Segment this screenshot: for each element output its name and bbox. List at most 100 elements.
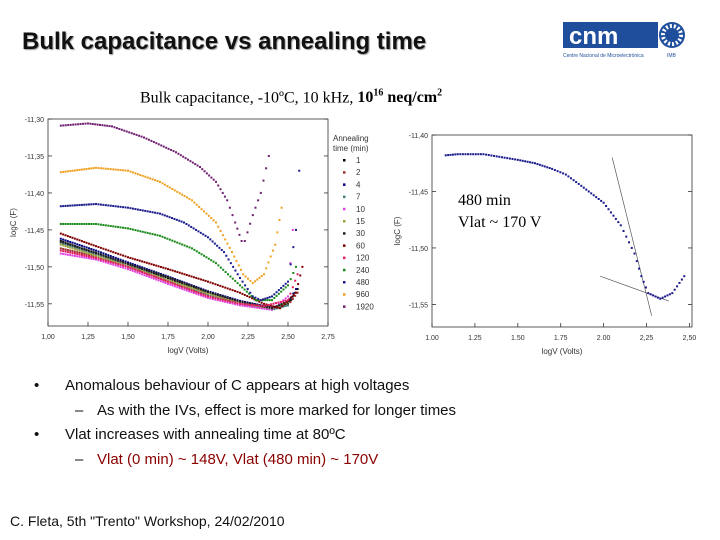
data-point <box>472 153 475 156</box>
data-point <box>162 274 165 277</box>
plot-frame <box>47 118 329 327</box>
data-point <box>64 239 67 242</box>
data-point <box>204 290 207 293</box>
data-point <box>176 284 179 287</box>
data-point <box>114 261 117 264</box>
data-point <box>490 154 493 157</box>
data-point <box>134 268 137 271</box>
data-point <box>87 167 90 170</box>
data-point <box>209 281 212 284</box>
data-point <box>107 256 110 259</box>
data-point <box>161 182 164 185</box>
data-point <box>83 256 86 259</box>
data-point <box>508 157 511 160</box>
data-point <box>474 153 477 156</box>
data-point <box>59 205 62 208</box>
data-point <box>243 293 246 296</box>
data-point <box>210 259 213 262</box>
data-point <box>155 278 158 281</box>
data-point <box>190 284 193 287</box>
data-point <box>85 203 88 206</box>
data-point <box>62 242 65 245</box>
data-point <box>83 240 86 243</box>
data-point <box>71 254 74 257</box>
data-point <box>159 278 162 281</box>
data-point <box>188 284 191 287</box>
data-point <box>162 266 165 269</box>
data-point <box>283 302 286 305</box>
data-point <box>271 249 274 252</box>
data-point <box>78 239 81 242</box>
data-point <box>231 299 234 302</box>
data-point <box>248 305 251 308</box>
data-point <box>180 220 183 223</box>
data-point <box>170 148 173 151</box>
data-point <box>263 273 265 276</box>
data-point <box>243 288 246 291</box>
data-point <box>71 222 74 225</box>
data-point <box>143 268 146 271</box>
data-point <box>148 272 151 275</box>
data-point <box>287 295 289 298</box>
data-point <box>255 299 257 302</box>
data-point <box>141 174 144 177</box>
data-point <box>169 281 172 284</box>
data-point <box>163 183 166 186</box>
data-point <box>243 303 246 306</box>
data-point <box>220 248 223 251</box>
data-point <box>297 283 300 286</box>
data-point <box>171 277 174 280</box>
data-point <box>279 300 282 303</box>
bullet-2: Vlat increases with annealing time at 80… <box>65 426 346 443</box>
data-point <box>66 253 69 256</box>
x-tick-label: 1,50 <box>121 334 135 341</box>
data-point <box>257 297 260 300</box>
data-point <box>140 135 143 138</box>
data-point <box>136 208 139 211</box>
data-point <box>120 128 123 131</box>
data-point <box>619 224 622 227</box>
data-point <box>138 265 141 268</box>
data-point <box>221 285 224 288</box>
data-point <box>587 190 590 193</box>
data-point <box>119 265 122 268</box>
data-point <box>564 173 567 176</box>
data-point <box>256 306 259 309</box>
data-point <box>107 260 110 263</box>
data-point <box>246 302 249 305</box>
data-point <box>83 203 86 206</box>
data-point <box>119 253 122 256</box>
data-point <box>205 172 208 175</box>
data-point <box>80 252 83 255</box>
data-point <box>73 169 76 172</box>
data-point <box>152 274 155 277</box>
data-point <box>69 240 72 243</box>
x-tick-label: 1.75 <box>554 335 568 342</box>
data-point <box>109 262 112 265</box>
data-point <box>62 238 65 241</box>
data-point <box>181 283 184 286</box>
data-point <box>164 275 167 278</box>
data-point <box>85 253 88 256</box>
data-point <box>255 304 258 307</box>
data-point <box>192 285 195 288</box>
data-point <box>155 272 158 275</box>
data-point <box>76 204 79 207</box>
data-point <box>531 161 534 164</box>
data-point <box>119 258 122 261</box>
data-point <box>147 138 150 141</box>
data-point <box>224 297 227 300</box>
data-point <box>151 211 154 214</box>
data-point <box>680 278 683 281</box>
data-point <box>263 302 265 305</box>
data-point <box>173 189 176 192</box>
data-point <box>188 286 191 289</box>
data-point <box>268 306 271 309</box>
data-point <box>259 299 262 302</box>
data-point <box>136 229 139 232</box>
data-point <box>95 256 97 259</box>
data-point <box>83 254 86 257</box>
legend-marker <box>343 244 346 247</box>
data-point <box>139 230 142 233</box>
